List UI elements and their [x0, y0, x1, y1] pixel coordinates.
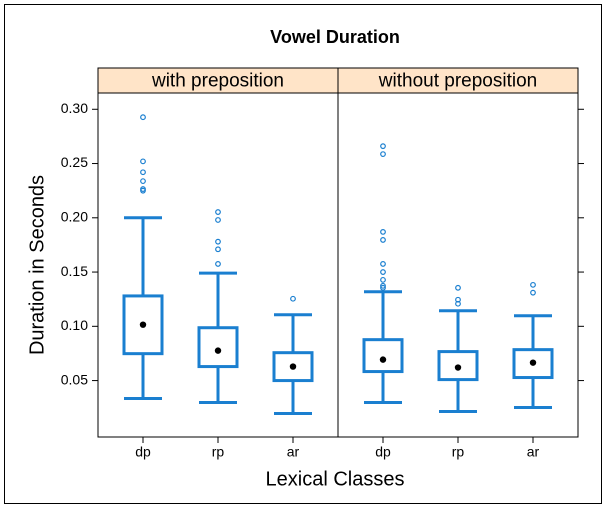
- outlier: [140, 178, 146, 185]
- outlier: [530, 289, 536, 296]
- chart-title: Vowel Duration: [270, 27, 400, 47]
- outlier: [380, 237, 386, 243]
- outlier: [530, 281, 536, 288]
- y-axis-label: Duration in Seconds: [26, 175, 48, 355]
- strip: [337, 67, 579, 94]
- x-tick-label: dp: [135, 444, 151, 460]
- x-tick-label: ar: [287, 444, 300, 460]
- x-tick-label: rp: [212, 444, 225, 460]
- y-tick-label: 0.05: [61, 371, 88, 387]
- box: [362, 338, 404, 374]
- y-tick-label: 0.25: [61, 154, 88, 170]
- box: [197, 326, 239, 369]
- outlier: [380, 284, 386, 291]
- outlier: [380, 143, 386, 150]
- strip-label: without preposition: [378, 71, 537, 92]
- median: [139, 321, 147, 328]
- box: [437, 350, 479, 382]
- y-tick-label: 0.20: [61, 208, 88, 224]
- x-tick-label: dp: [375, 444, 391, 460]
- box: [272, 351, 314, 383]
- box: [512, 348, 554, 380]
- y-tick-label: 0.30: [61, 100, 88, 116]
- median: [529, 359, 537, 366]
- x-axis-label: Lexical Classes: [266, 468, 405, 490]
- outlier: [455, 300, 461, 307]
- box: [122, 294, 164, 356]
- outlier: [290, 295, 296, 302]
- outlier: [380, 151, 386, 157]
- median: [454, 364, 462, 371]
- outlier: [215, 261, 221, 267]
- median: [289, 363, 297, 370]
- outlier: [215, 238, 221, 245]
- outlier: [140, 114, 146, 121]
- x-tick-label: rp: [452, 444, 465, 460]
- outlier: [140, 158, 146, 165]
- x-tick-label: ar: [527, 444, 540, 460]
- outlier: [380, 269, 386, 275]
- outlier: [140, 169, 146, 176]
- y-tick-label: 0.15: [61, 263, 88, 279]
- median: [214, 347, 222, 354]
- outlier: [215, 209, 221, 215]
- y-tick-label: 0.10: [61, 317, 88, 333]
- strip-label: with preposition: [151, 71, 284, 92]
- outlier: [380, 261, 386, 267]
- outlier: [380, 276, 386, 283]
- outlier: [380, 282, 386, 289]
- outlier: [140, 187, 146, 194]
- outlier: [215, 246, 221, 253]
- outlier: [215, 217, 221, 223]
- outlier: [455, 284, 461, 291]
- strip: [97, 67, 339, 94]
- median: [379, 356, 387, 363]
- outlier: [380, 229, 386, 235]
